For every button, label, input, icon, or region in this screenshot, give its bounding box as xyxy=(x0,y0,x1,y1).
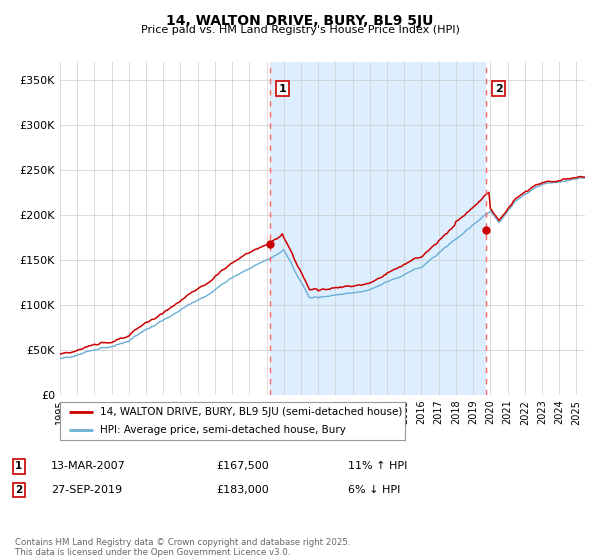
Text: 2: 2 xyxy=(15,485,22,495)
Text: £183,000: £183,000 xyxy=(216,485,269,495)
Text: 6% ↓ HPI: 6% ↓ HPI xyxy=(348,485,400,495)
Text: Price paid vs. HM Land Registry's House Price Index (HPI): Price paid vs. HM Land Registry's House … xyxy=(140,25,460,35)
Text: 14, WALTON DRIVE, BURY, BL9 5JU: 14, WALTON DRIVE, BURY, BL9 5JU xyxy=(166,14,434,28)
Bar xyxy=(270,62,486,395)
Text: 13-MAR-2007: 13-MAR-2007 xyxy=(51,461,126,472)
Text: Contains HM Land Registry data © Crown copyright and database right 2025.
This d: Contains HM Land Registry data © Crown c… xyxy=(15,538,350,557)
Text: 14, WALTON DRIVE, BURY, BL9 5JU (semi-detached house): 14, WALTON DRIVE, BURY, BL9 5JU (semi-de… xyxy=(100,407,402,417)
Text: 11% ↑ HPI: 11% ↑ HPI xyxy=(348,461,407,472)
Text: 2: 2 xyxy=(494,83,502,94)
Text: £167,500: £167,500 xyxy=(216,461,269,472)
Text: 1: 1 xyxy=(278,83,286,94)
Text: HPI: Average price, semi-detached house, Bury: HPI: Average price, semi-detached house,… xyxy=(100,425,346,435)
Text: 27-SEP-2019: 27-SEP-2019 xyxy=(51,485,122,495)
Text: 1: 1 xyxy=(15,461,22,472)
